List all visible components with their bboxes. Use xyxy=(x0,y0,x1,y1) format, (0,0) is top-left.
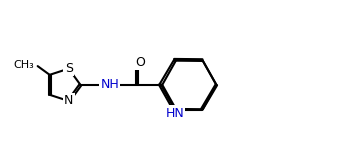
Text: N: N xyxy=(64,94,73,107)
Text: HN: HN xyxy=(165,107,184,120)
Text: CH₃: CH₃ xyxy=(14,59,35,70)
Text: O: O xyxy=(135,56,145,69)
Text: S: S xyxy=(65,62,73,75)
Text: NH: NH xyxy=(100,78,119,91)
